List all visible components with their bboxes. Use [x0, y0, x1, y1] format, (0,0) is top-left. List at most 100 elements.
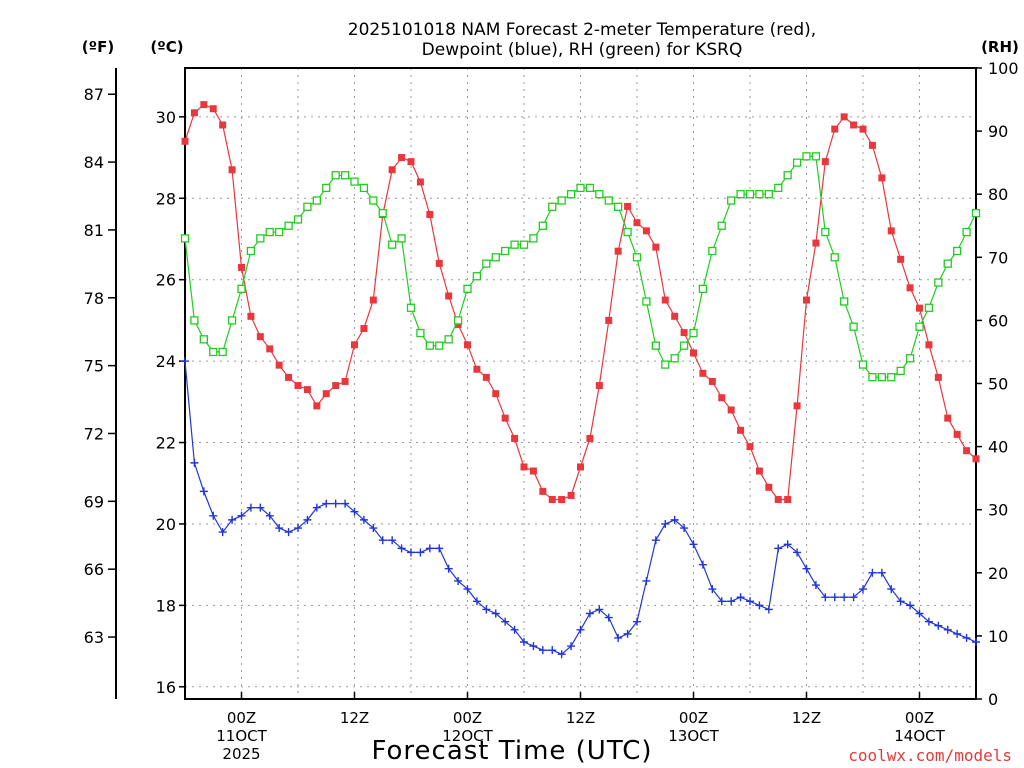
relative-humidity-point [359, 183, 369, 193]
temperature-point [313, 402, 321, 410]
relative-humidity-point [877, 373, 886, 382]
dewpoint-point [425, 544, 434, 553]
relative-humidity-point [350, 177, 359, 186]
temperature-point [718, 394, 726, 402]
relative-humidity-point [840, 297, 849, 306]
dewpoint-point [284, 528, 293, 537]
temperature-point [558, 496, 566, 504]
relative-humidity-point [802, 152, 811, 161]
relative-humidity-point [199, 335, 208, 344]
temperature-point [247, 312, 255, 320]
temperature-point [840, 113, 848, 121]
temperature-point [445, 292, 453, 300]
temperature-point [369, 296, 377, 304]
temperature-point [774, 496, 782, 504]
relative-humidity-point [190, 316, 199, 325]
relative-humidity-point [792, 158, 802, 167]
dewpoint-point [924, 617, 933, 626]
relative-humidity-point [934, 278, 943, 287]
dewpoint-point [265, 511, 274, 520]
temperature-point [388, 166, 396, 174]
temperature-point [812, 239, 820, 247]
temperature-point [360, 325, 368, 333]
dewpoint-point [359, 515, 368, 524]
x-tick-label: 11OCT [216, 727, 267, 745]
x-tick-label: 00Z [905, 709, 934, 727]
x-tick-label: 00Z [679, 709, 708, 727]
dewpoint-point [717, 597, 726, 606]
dewpoint-point [859, 585, 867, 594]
relative-humidity-point [943, 259, 952, 268]
temperature-point [633, 219, 641, 227]
dewpoint-point [237, 511, 246, 520]
temperature-point [642, 227, 650, 235]
dewpoint-point [953, 629, 962, 638]
relative-humidity-point [679, 341, 689, 350]
temperature-point [652, 243, 660, 251]
relative-humidity-point [717, 221, 726, 230]
fahrenheit-tick-label: 84 [84, 153, 104, 172]
dewpoint-point [510, 625, 519, 634]
dewpoint-point [331, 499, 340, 508]
celsius-tick-label: 28 [156, 189, 176, 208]
dewpoint-point [802, 564, 811, 573]
dewpoint-point [651, 536, 660, 545]
relative-humidity-point [670, 354, 679, 363]
relative-humidity-point [548, 202, 557, 211]
fahrenheit-tick-label: 72 [84, 424, 104, 443]
temperature-point [539, 487, 547, 495]
relative-humidity-point [369, 196, 378, 205]
relative-humidity-point [566, 190, 576, 199]
temperature-point [398, 154, 406, 162]
dewpoint-point [811, 581, 820, 590]
fahrenheit-tick-label: 87 [84, 85, 104, 104]
dewpoint-point [934, 621, 943, 630]
relative-humidity-point [642, 297, 651, 306]
dewpoint-point [877, 568, 886, 577]
dewpoint-point [755, 601, 764, 610]
dewpoint-point [849, 593, 858, 602]
dewpoint-point [623, 629, 632, 638]
relative-humidity-point [463, 284, 472, 294]
relative-humidity-point [632, 253, 642, 262]
relative-humidity-point [444, 335, 453, 344]
temperature-point [972, 455, 980, 463]
relative-humidity-point [472, 272, 482, 281]
dewpoint-point [830, 593, 839, 602]
dewpoint-point [501, 617, 510, 626]
relative-humidity-point [491, 253, 500, 262]
relative-humidity-point [397, 234, 406, 243]
fahrenheit-tick-label: 78 [84, 289, 104, 308]
relative-humidity-point [453, 316, 463, 325]
dewpoint-point [821, 593, 830, 602]
x-tick-label: 12OCT [442, 727, 493, 745]
dewpoint-point [369, 524, 378, 533]
dewpoint-point [416, 548, 425, 557]
relative-humidity-point [614, 202, 623, 211]
celsius-tick-label: 20 [156, 515, 176, 534]
temperature-point [680, 329, 688, 337]
relative-humidity-point [661, 360, 670, 369]
dewpoint-point [868, 568, 877, 577]
temperature-point [275, 361, 283, 369]
dewpoint-point [303, 515, 312, 524]
relative-humidity-point [585, 183, 595, 193]
relative-humidity-point [953, 246, 962, 256]
relative-humidity-point [557, 196, 566, 205]
fahrenheit-tick-label: 63 [84, 628, 104, 647]
relative-humidity-point [887, 373, 896, 382]
dewpoint-point [209, 511, 218, 520]
dewpoint-point [887, 585, 896, 594]
rh-tick-label: 90 [988, 122, 1008, 141]
relative-humidity-point [312, 196, 321, 205]
relative-humidity-point [293, 215, 303, 224]
relative-humidity-point [915, 322, 924, 331]
fahrenheit-tick-label: 69 [84, 492, 104, 511]
temperature-point [256, 333, 264, 341]
relative-humidity-point [745, 190, 755, 199]
temperature-point [755, 467, 763, 475]
rh-tick-label: 60 [988, 311, 1008, 330]
temperature-point [793, 402, 801, 410]
temperature-point [426, 211, 434, 219]
dewpoint-point [595, 605, 604, 614]
